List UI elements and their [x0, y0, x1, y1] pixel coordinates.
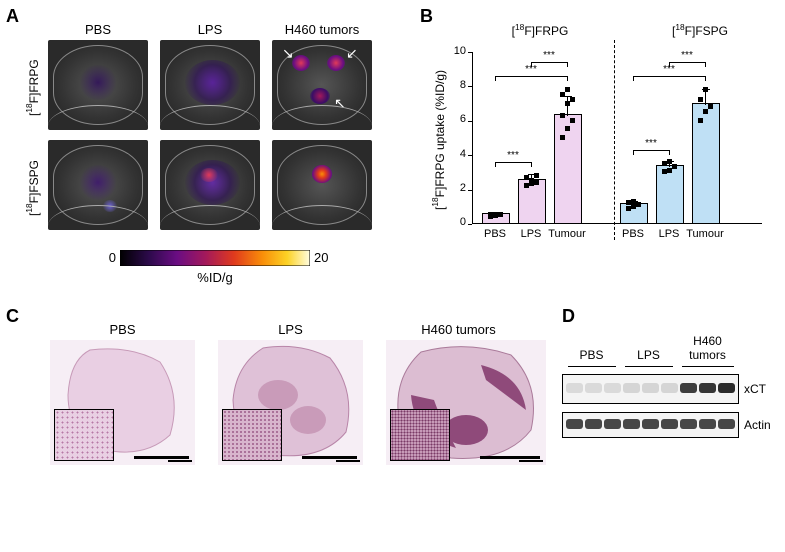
panel-d-group-1: LPS	[623, 348, 674, 362]
panel-a-col-1: LPS	[160, 22, 260, 37]
panel-c-label-2: H460 tumors	[386, 322, 531, 337]
blot-band	[661, 383, 678, 393]
colorbar	[120, 250, 310, 266]
scan-fspg-lps	[160, 140, 260, 230]
ytick-4: 4	[448, 148, 466, 160]
significance-stars: ***	[639, 138, 663, 149]
panel-d-group-0: PBS	[566, 348, 617, 362]
significance-stars: ***	[537, 50, 561, 61]
scan-frpg-h460: ↘ ↙ ↖	[272, 40, 372, 130]
scan-fspg-pbs	[48, 140, 148, 230]
panel-b-letter: B	[420, 6, 433, 27]
colorbar-min: 0	[98, 250, 116, 265]
panel-a-col-2: H460 tumors	[272, 22, 372, 37]
bar	[692, 103, 720, 224]
histology-pbs	[50, 340, 195, 465]
panel-a-row-0: [18F]FRPG	[24, 48, 41, 128]
blot-band	[699, 419, 716, 429]
blot-band	[585, 383, 602, 393]
blot-band	[661, 419, 678, 429]
blot-band	[604, 383, 621, 393]
x-tick-label: Tumour	[543, 228, 591, 240]
panel-d-group-2: H460 tumors	[680, 334, 735, 362]
ytick-0: 0	[448, 216, 466, 228]
scan-frpg-lps	[160, 40, 260, 130]
ytick-10: 10	[442, 45, 466, 57]
blot-band	[699, 383, 716, 393]
panel-a-row-1: [18F]FSPG	[24, 148, 41, 228]
blot-band	[718, 383, 735, 393]
blot-band	[642, 383, 659, 393]
group-underline	[682, 366, 734, 367]
bar	[656, 165, 684, 224]
bar-chart: ******************	[472, 52, 762, 224]
blot-band	[718, 419, 735, 429]
protein-label-xct: xCT	[744, 382, 766, 396]
panel-a-col-0: PBS	[48, 22, 148, 37]
scan-frpg-pbs	[48, 40, 148, 130]
blot-band	[680, 419, 697, 429]
histology-lps	[218, 340, 363, 465]
protein-label-actin: Actin	[744, 418, 771, 432]
blot-band	[623, 419, 640, 429]
blot-band	[604, 419, 621, 429]
arrow-icon: ↙	[346, 46, 358, 60]
x-tick-label: Tumour	[681, 228, 729, 240]
scan-fspg-h460	[272, 140, 372, 230]
group-underline	[625, 366, 673, 367]
chart-title-0: [18F]FRPG	[480, 22, 600, 38]
arrow-icon: ↘	[282, 46, 294, 60]
significance-stars: ***	[675, 50, 699, 61]
panel-a-letter: A	[6, 6, 19, 27]
blot-band	[566, 419, 583, 429]
colorbar-max: 20	[314, 250, 338, 265]
histology-h460	[386, 340, 546, 465]
panel-c-letter: C	[6, 306, 19, 327]
blot-band	[566, 383, 583, 393]
blot-band	[585, 419, 602, 429]
ytick-2: 2	[448, 182, 466, 194]
chart-title-1: [18F]FSPG	[640, 22, 760, 38]
blot-band	[680, 383, 697, 393]
blot-band	[642, 419, 659, 429]
ytick-8: 8	[448, 79, 466, 91]
significance-stars: ***	[501, 150, 525, 161]
group-underline	[568, 366, 616, 367]
panel-d-letter: D	[562, 306, 575, 327]
panel-c-label-0: PBS	[50, 322, 195, 337]
blot-band	[623, 383, 640, 393]
y-axis-label: [18F]FRPG uptake (%ID/g)	[430, 60, 447, 220]
ytick-6: 6	[448, 113, 466, 125]
colorbar-unit: %ID/g	[120, 270, 310, 285]
panel-c-label-1: LPS	[218, 322, 363, 337]
